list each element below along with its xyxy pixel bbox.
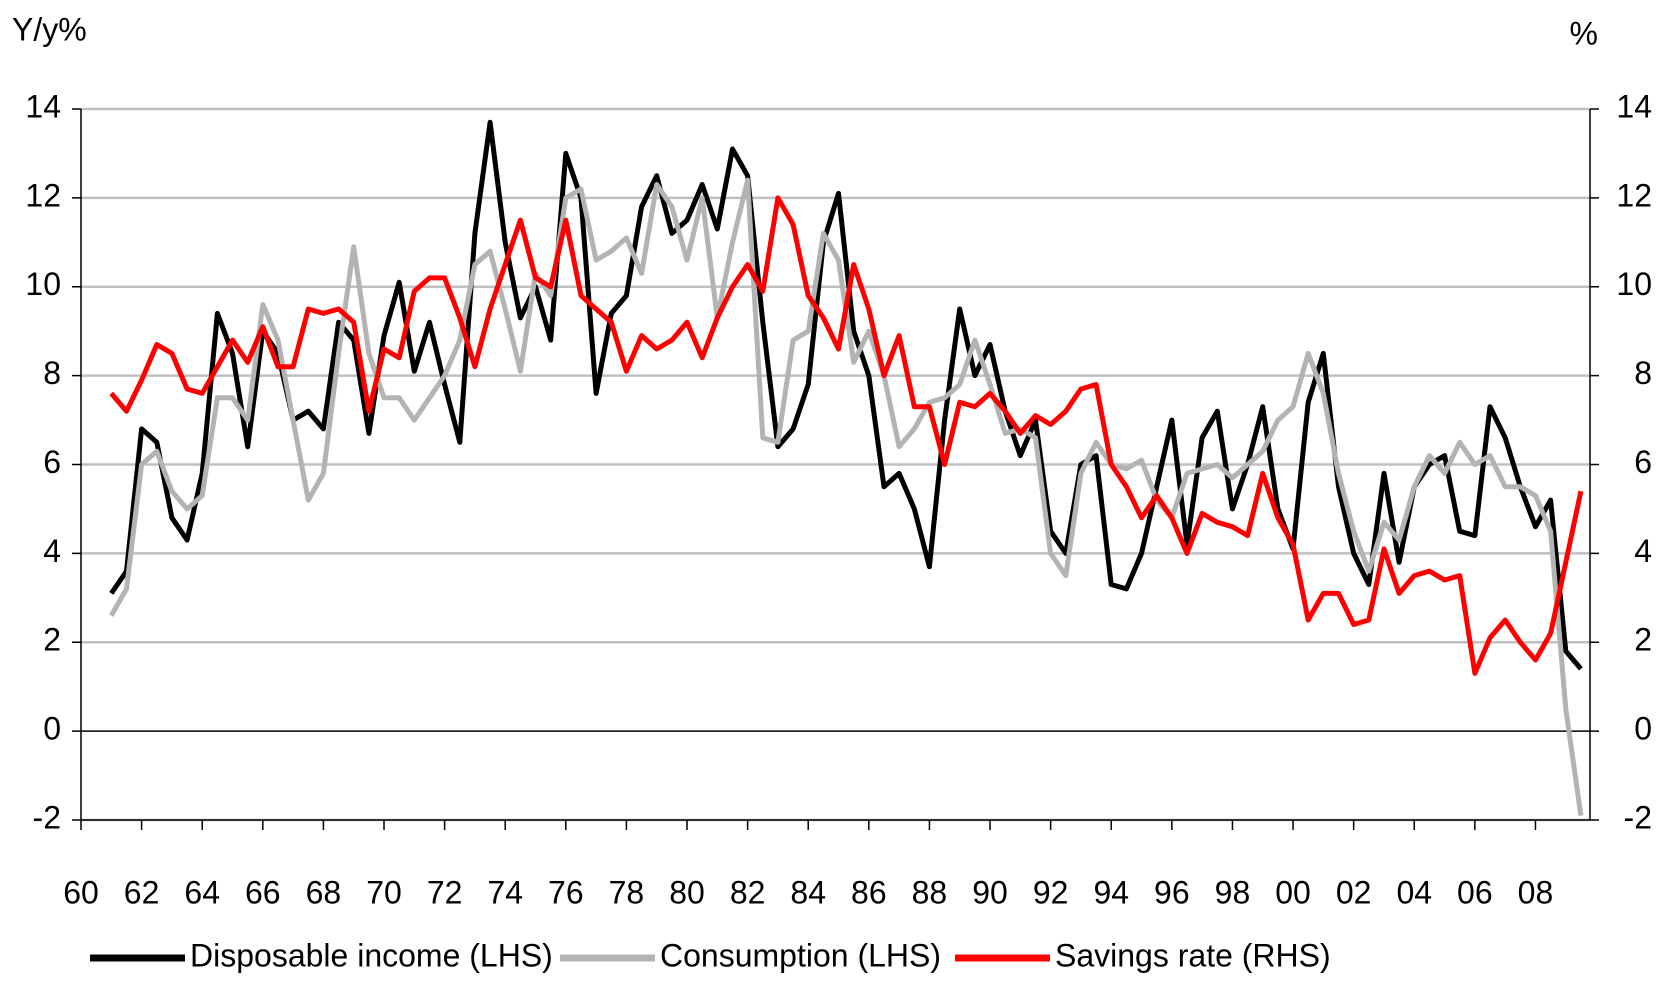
x-tick-label: 06	[1457, 874, 1493, 910]
x-tick-label: 74	[487, 874, 523, 910]
x-tick-label: 76	[548, 874, 584, 910]
series-line	[109, 195, 1584, 676]
legend-label: Disposable income (LHS)	[190, 937, 553, 973]
x-tick-label: 60	[63, 874, 99, 910]
x-tick-label: 92	[1033, 874, 1069, 910]
legend-label: Savings rate (RHS)	[1055, 937, 1331, 973]
y-tick-label: 0	[43, 711, 61, 747]
x-tick-label: 98	[1215, 874, 1251, 910]
x-tick-label: 90	[972, 874, 1008, 910]
y-tick-label: 10	[25, 266, 61, 302]
y2-tick-label: -2	[1624, 799, 1652, 835]
y2-tick-label: 8	[1634, 355, 1652, 391]
x-tick-label: 04	[1396, 874, 1432, 910]
y2-tick-label: 4	[1634, 533, 1652, 569]
x-tick-label: 82	[730, 874, 766, 910]
x-tick-label: 08	[1518, 874, 1554, 910]
y-tick-label: -2	[33, 799, 61, 835]
x-tick-label: 72	[427, 874, 463, 910]
x-tick-label: 94	[1093, 874, 1129, 910]
y-axis-label: Y/y%	[12, 11, 87, 47]
x-tick-label: 00	[1275, 874, 1311, 910]
x-tick-label: 66	[245, 874, 281, 910]
x-tick-label: 78	[609, 874, 645, 910]
x-tick-label: 02	[1336, 874, 1372, 910]
y2-tick-label: 6	[1634, 444, 1652, 480]
legend-label: Consumption (LHS)	[660, 937, 941, 973]
y-tick-label: 2	[43, 622, 61, 658]
x-tick-label: 88	[912, 874, 948, 910]
y2-tick-label: 14	[1616, 88, 1652, 124]
y2-tick-label: 2	[1634, 622, 1652, 658]
y2-tick-label: 12	[1616, 177, 1652, 213]
y2-tick-label: 0	[1634, 711, 1652, 747]
y2-axis-label: %	[1570, 15, 1598, 51]
y-tick-label: 12	[25, 177, 61, 213]
x-tick-label: 68	[306, 874, 342, 910]
y2-tick-label: 10	[1616, 266, 1652, 302]
x-tick-label: 96	[1154, 874, 1190, 910]
y-tick-label: 6	[43, 444, 61, 480]
y-tick-label: 4	[43, 533, 61, 569]
x-tick-label: 86	[851, 874, 887, 910]
x-tick-label: 64	[184, 874, 220, 910]
x-tick-label: 70	[366, 874, 402, 910]
y-tick-label: 14	[25, 88, 61, 124]
x-tick-label: 62	[124, 874, 160, 910]
x-tick-label: 84	[790, 874, 826, 910]
y-tick-label: 8	[43, 355, 61, 391]
x-tick-label: 80	[669, 874, 705, 910]
